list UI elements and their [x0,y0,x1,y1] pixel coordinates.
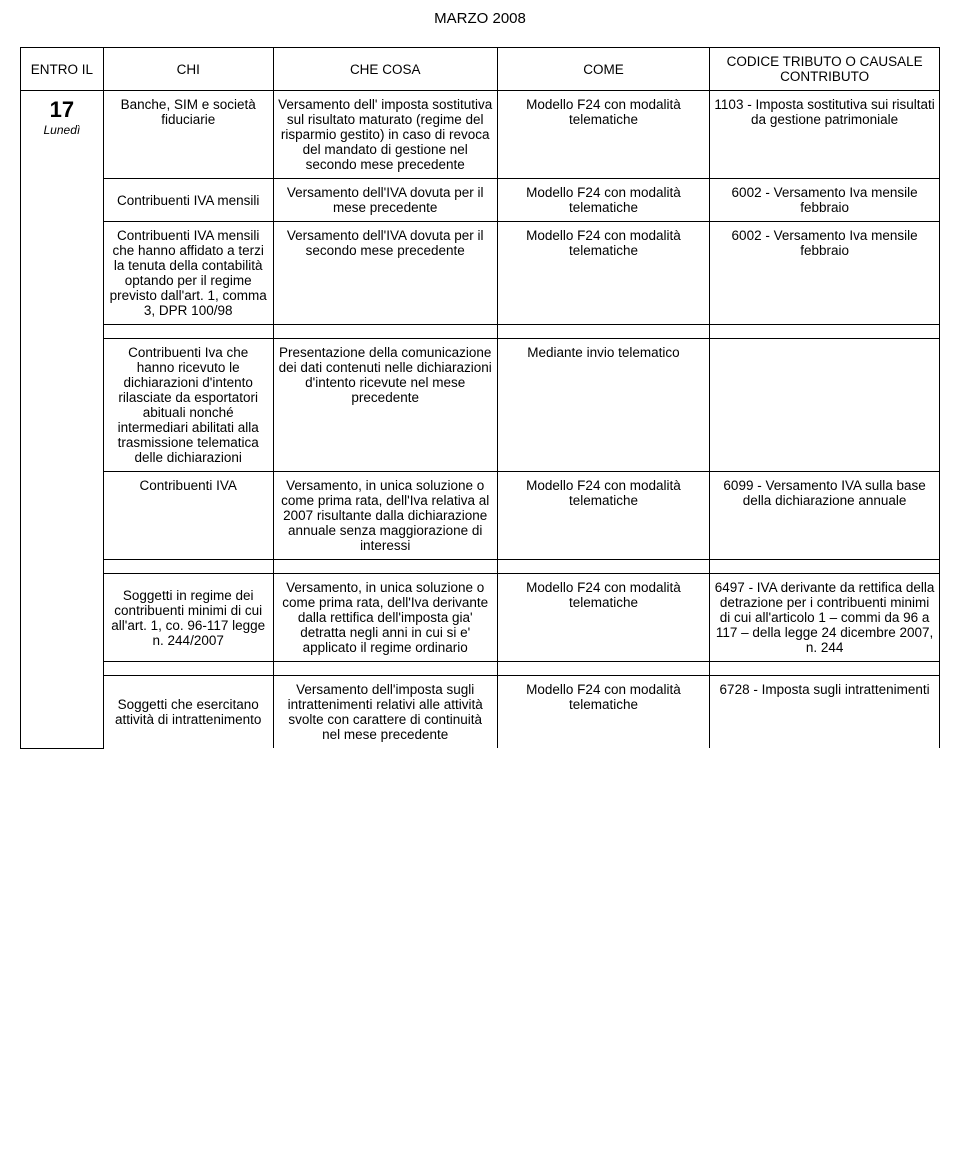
date-num: 17 [25,97,99,123]
table-row: Soggetti che esercitano attività di intr… [21,676,940,749]
checosa-cell: Versamento dell'IVA dovuta per il second… [273,222,497,325]
spacer-cell [497,560,710,574]
chi-cell: Soggetti in regime dei contribuenti mini… [103,574,273,662]
spacer-cell [273,325,497,339]
checosa-cell: Versamento dell' imposta sostitutiva sul… [273,91,497,179]
codice-cell [710,339,940,472]
spacer-cell [497,325,710,339]
date-cell: 17 Lunedì [21,91,104,749]
chi-cell: Contribuenti IVA [103,472,273,560]
header-come: COME [497,48,710,91]
header-entro: ENTRO IL [21,48,104,91]
codice-cell: 1103 - Imposta sostitutiva sui risultati… [710,91,940,179]
spacer-row [21,662,940,676]
chi-cell: Banche, SIM e società fiduciarie [103,91,273,179]
table-row: Contribuenti IVA Versamento, in unica so… [21,472,940,560]
come-cell: Modello F24 con modalità telematiche [497,179,710,222]
table-row: Contribuenti IVA mensili Versamento dell… [21,179,940,222]
spacer-row [21,560,940,574]
come-cell: Modello F24 con modalità telematiche [497,676,710,749]
codice-cell: 6002 - Versamento Iva mensile febbraio [710,222,940,325]
spacer-cell [103,325,273,339]
come-cell: Modello F24 con modalità telematiche [497,472,710,560]
spacer-cell [273,560,497,574]
table-row: 17 Lunedì Banche, SIM e società fiduciar… [21,91,940,179]
spacer-cell [710,560,940,574]
checosa-cell: Presentazione della comunicazione dei da… [273,339,497,472]
checosa-cell: Versamento, in unica soluzione o come pr… [273,472,497,560]
codice-cell: 6497 - IVA derivante da rettifica della … [710,574,940,662]
tax-table: ENTRO IL CHI CHE COSA COME CODICE TRIBUT… [20,47,940,749]
date-day: Lunedì [25,123,99,137]
spacer-row [21,325,940,339]
spacer-cell [273,662,497,676]
chi-cell: Contribuenti IVA mensili [103,179,273,222]
checosa-cell: Versamento dell'IVA dovuta per il mese p… [273,179,497,222]
come-cell: Modello F24 con modalità telematiche [497,222,710,325]
come-cell: Mediante invio telematico [497,339,710,472]
chi-cell: Soggetti che esercitano attività di intr… [103,676,273,749]
spacer-cell [497,662,710,676]
come-cell: Modello F24 con modalità telematiche [497,91,710,179]
table-header-row: ENTRO IL CHI CHE COSA COME CODICE TRIBUT… [21,48,940,91]
chi-cell: Contribuenti Iva che hanno ricevuto le d… [103,339,273,472]
checosa-cell: Versamento dell'imposta sugli intratteni… [273,676,497,749]
spacer-cell [710,662,940,676]
header-chi: CHI [103,48,273,91]
come-cell: Modello F24 con modalità telematiche [497,574,710,662]
spacer-cell [103,560,273,574]
checosa-cell: Versamento, in unica soluzione o come pr… [273,574,497,662]
codice-cell: 6099 - Versamento IVA sulla base della d… [710,472,940,560]
spacer-cell [710,325,940,339]
table-row: Contribuenti IVA mensili che hanno affid… [21,222,940,325]
table-row: Contribuenti Iva che hanno ricevuto le d… [21,339,940,472]
header-codice: CODICE TRIBUTO O CAUSALE CONTRIBUTO [710,48,940,91]
table-row: Soggetti in regime dei contribuenti mini… [21,574,940,662]
page-title: MARZO 2008 [20,10,940,27]
spacer-cell [103,662,273,676]
codice-cell: 6728 - Imposta sugli intrattenimenti [710,676,940,749]
header-checosa: CHE COSA [273,48,497,91]
chi-cell: Contribuenti IVA mensili che hanno affid… [103,222,273,325]
codice-cell: 6002 - Versamento Iva mensile febbraio [710,179,940,222]
